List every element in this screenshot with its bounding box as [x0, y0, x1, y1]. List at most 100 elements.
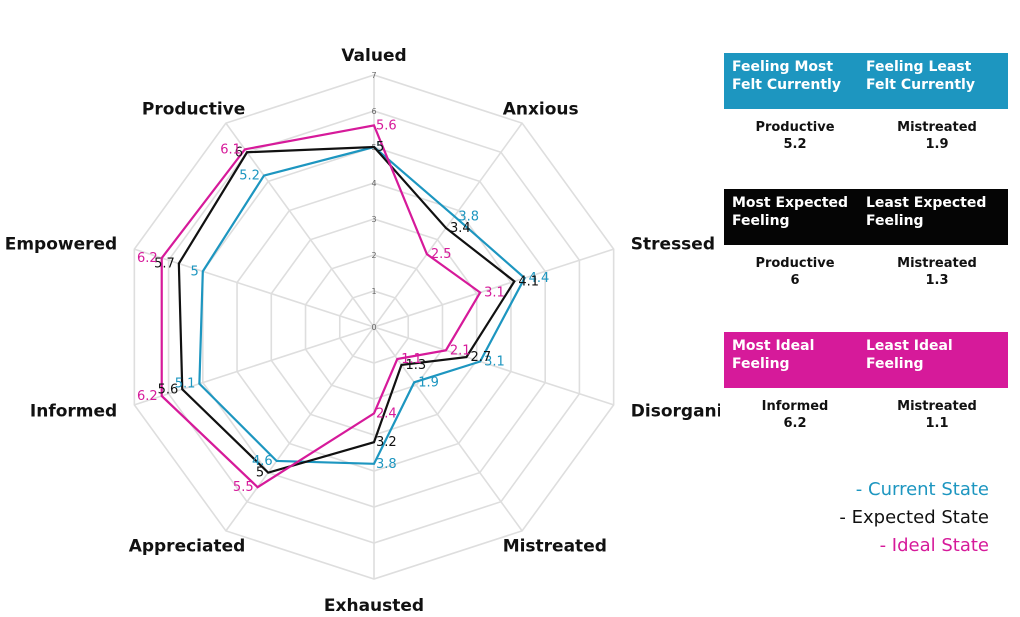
panel-ideal-least-value: 1.1	[925, 416, 949, 431]
value-label-ideal-informed: 6.2	[137, 389, 158, 404]
tick-label-1: 1	[371, 287, 376, 296]
value-labels: 5 3.8 4.4 3.1 1.9 3.8 4.6 5.1 5 5.2 5 3.4 4.1 2.7 1.3 3…	[137, 118, 549, 495]
value-label-ideal-stressed: 3.1	[484, 286, 505, 301]
panel-expected-state: Most Expected Feeling Least Expected Fee…	[724, 189, 1008, 289]
panel-ideal-least-name: Mistreated	[897, 399, 977, 414]
panel-current-least: Mistreated 1.9	[866, 119, 1008, 153]
value-label-expected-empowered: 5.7	[154, 257, 175, 272]
tick-label-3: 3	[371, 215, 376, 224]
panel-current-most: Productive 5.2	[724, 119, 866, 153]
value-label-expected-disorganised: 2.7	[470, 350, 491, 365]
value-label-current-productive: 5.2	[239, 169, 260, 184]
value-label-expected-appreciated: 5	[256, 466, 264, 481]
panel-expected-most-value: 6	[790, 273, 800, 288]
radar-grid	[133, 74, 615, 580]
axis-label-stressed: Stressed	[631, 235, 715, 255]
spoke-disorganised	[373, 326, 614, 406]
axis-label-valued: Valued	[341, 46, 406, 66]
tick-label-6: 6	[371, 107, 376, 116]
value-label-current-appreciated: 4.6	[252, 454, 273, 469]
value-label-expected-mistreated: 1.3	[406, 358, 427, 373]
panel-expected-most-title: Most Expected Feeling	[732, 195, 849, 229]
panel-current-most-name: Productive	[755, 120, 835, 135]
value-label-ideal-appreciated: 5.5	[233, 480, 254, 495]
value-label-expected-stressed: 4.1	[518, 274, 539, 289]
value-label-ideal-exhausted: 2.4	[376, 406, 397, 421]
series-ideal-line	[160, 124, 482, 489]
spoke-anxious	[373, 122, 523, 328]
panel-expected-least-name: Mistreated	[897, 256, 977, 271]
value-label-ideal-disorganised: 2.1	[450, 343, 471, 358]
axis-label-anxious: Anxious	[503, 100, 579, 120]
panel-current-least-value: 1.9	[925, 137, 949, 152]
panel-expected-least-value: 1.3	[925, 273, 949, 288]
panel-expected-body: Productive 6 Mistreated 1.3	[724, 255, 1008, 289]
value-label-ideal-mistreated: 1.1	[401, 352, 422, 367]
tick-label-7: 7	[371, 71, 376, 80]
value-label-current-anxious: 3.8	[458, 209, 479, 224]
panel-ideal-most-value: 6.2	[783, 416, 807, 431]
spoke-productive	[225, 122, 375, 328]
tick-label-4: 4	[371, 179, 376, 188]
panel-expected-header: Most Expected Feeling Least Expected Fee…	[724, 189, 1008, 245]
value-label-expected-informed: 5.6	[158, 382, 179, 397]
spoke-appreciated	[225, 326, 375, 532]
value-label-ideal-empowered: 6.2	[137, 251, 158, 266]
panel-ideal-least: Mistreated 1.1	[866, 398, 1008, 432]
value-label-expected-exhausted: 3.2	[376, 435, 397, 450]
panel-ideal-most-title: Most Ideal Feeling	[732, 338, 815, 372]
axis-labels: Valued Anxious Stressed Disorganised Mistrea…	[5, 46, 720, 616]
legend-expected-state: - Expected State	[839, 507, 989, 528]
value-label-current-disorganised: 3.1	[484, 354, 505, 369]
radar-chart: 0 1 2 3 4 5 6 7 5 3.8 4.4 3.1 1.9 3.8 4.6 5.1 5 5.2 5 3.4 4…	[5, 46, 720, 616]
value-label-ideal-productive: 6.1	[220, 142, 241, 157]
value-label-current-empowered: 5	[191, 264, 199, 279]
tick-label-2: 2	[371, 251, 376, 260]
panel-expected-least-title: Least Expected Feeling	[866, 195, 987, 229]
tick-label-0: 0	[371, 323, 376, 332]
axis-label-productive: Productive	[142, 100, 245, 120]
value-label-current-exhausted: 3.8	[376, 457, 397, 472]
value-label-current-informed: 5.1	[175, 377, 196, 392]
value-label-expected-valued: 5	[376, 140, 384, 155]
legend-current-state: - Current State	[855, 479, 989, 500]
axis-label-mistreated: Mistreated	[503, 536, 607, 556]
panel-expected-most-name: Productive	[755, 256, 835, 271]
panel-current-least-name: Mistreated	[897, 120, 977, 135]
value-label-expected-productive: 6	[235, 145, 243, 160]
value-label-expected-anxious: 3.4	[450, 221, 471, 236]
axis-label-informed: Informed	[30, 401, 117, 421]
panel-ideal-most-name: Informed	[761, 399, 829, 414]
panel-current-body: Productive 5.2 Mistreated 1.9	[724, 119, 1008, 153]
legend-ideal-state: - Ideal State	[879, 535, 989, 556]
value-label-current-mistreated: 1.9	[418, 375, 439, 390]
spoke-stressed	[373, 248, 614, 328]
panel-ideal-least-title: Least Ideal Feeling	[866, 338, 953, 372]
panel-current-header: Feeling Most Felt Currently Feeling Leas…	[724, 53, 1008, 109]
panel-current-most-title: Feeling Most Felt Currently	[732, 59, 841, 93]
axis-label-empowered: Empowered	[5, 235, 118, 255]
axis-label-disorganised: Disorganised	[631, 401, 720, 421]
value-label-current-stressed: 4.4	[529, 271, 550, 286]
panel-current-most-value: 5.2	[783, 137, 807, 152]
series-current-line	[198, 145, 527, 465]
legend: - Current State - Expected State - Ideal…	[839, 476, 989, 560]
panel-ideal-header: Most Ideal Feeling Least Ideal Feeling	[724, 332, 1008, 388]
series-expected-line	[177, 145, 516, 474]
panel-expected-least: Mistreated 1.3	[866, 255, 1008, 289]
radar-series	[160, 124, 527, 489]
panel-ideal-state: Most Ideal Feeling Least Ideal Feeling I…	[724, 332, 1008, 432]
panel-expected-most: Productive 6	[724, 255, 866, 289]
value-label-ideal-valued: 5.6	[376, 118, 397, 133]
spoke-informed	[134, 326, 375, 406]
spoke-mistreated	[373, 326, 523, 532]
value-label-ideal-anxious: 2.5	[431, 247, 452, 262]
spoke-empowered	[134, 248, 375, 328]
axis-label-appreciated: Appreciated	[129, 536, 246, 556]
value-label-current-valued: 5	[376, 140, 384, 155]
panel-current-least-title: Feeling Least Felt Currently	[866, 59, 975, 93]
panel-ideal-most: Informed 6.2	[724, 398, 866, 432]
panel-ideal-body: Informed 6.2 Mistreated 1.1	[724, 398, 1008, 432]
axis-label-exhausted: Exhausted	[324, 596, 424, 616]
panel-current-state: Feeling Most Felt Currently Feeling Leas…	[724, 53, 1008, 153]
